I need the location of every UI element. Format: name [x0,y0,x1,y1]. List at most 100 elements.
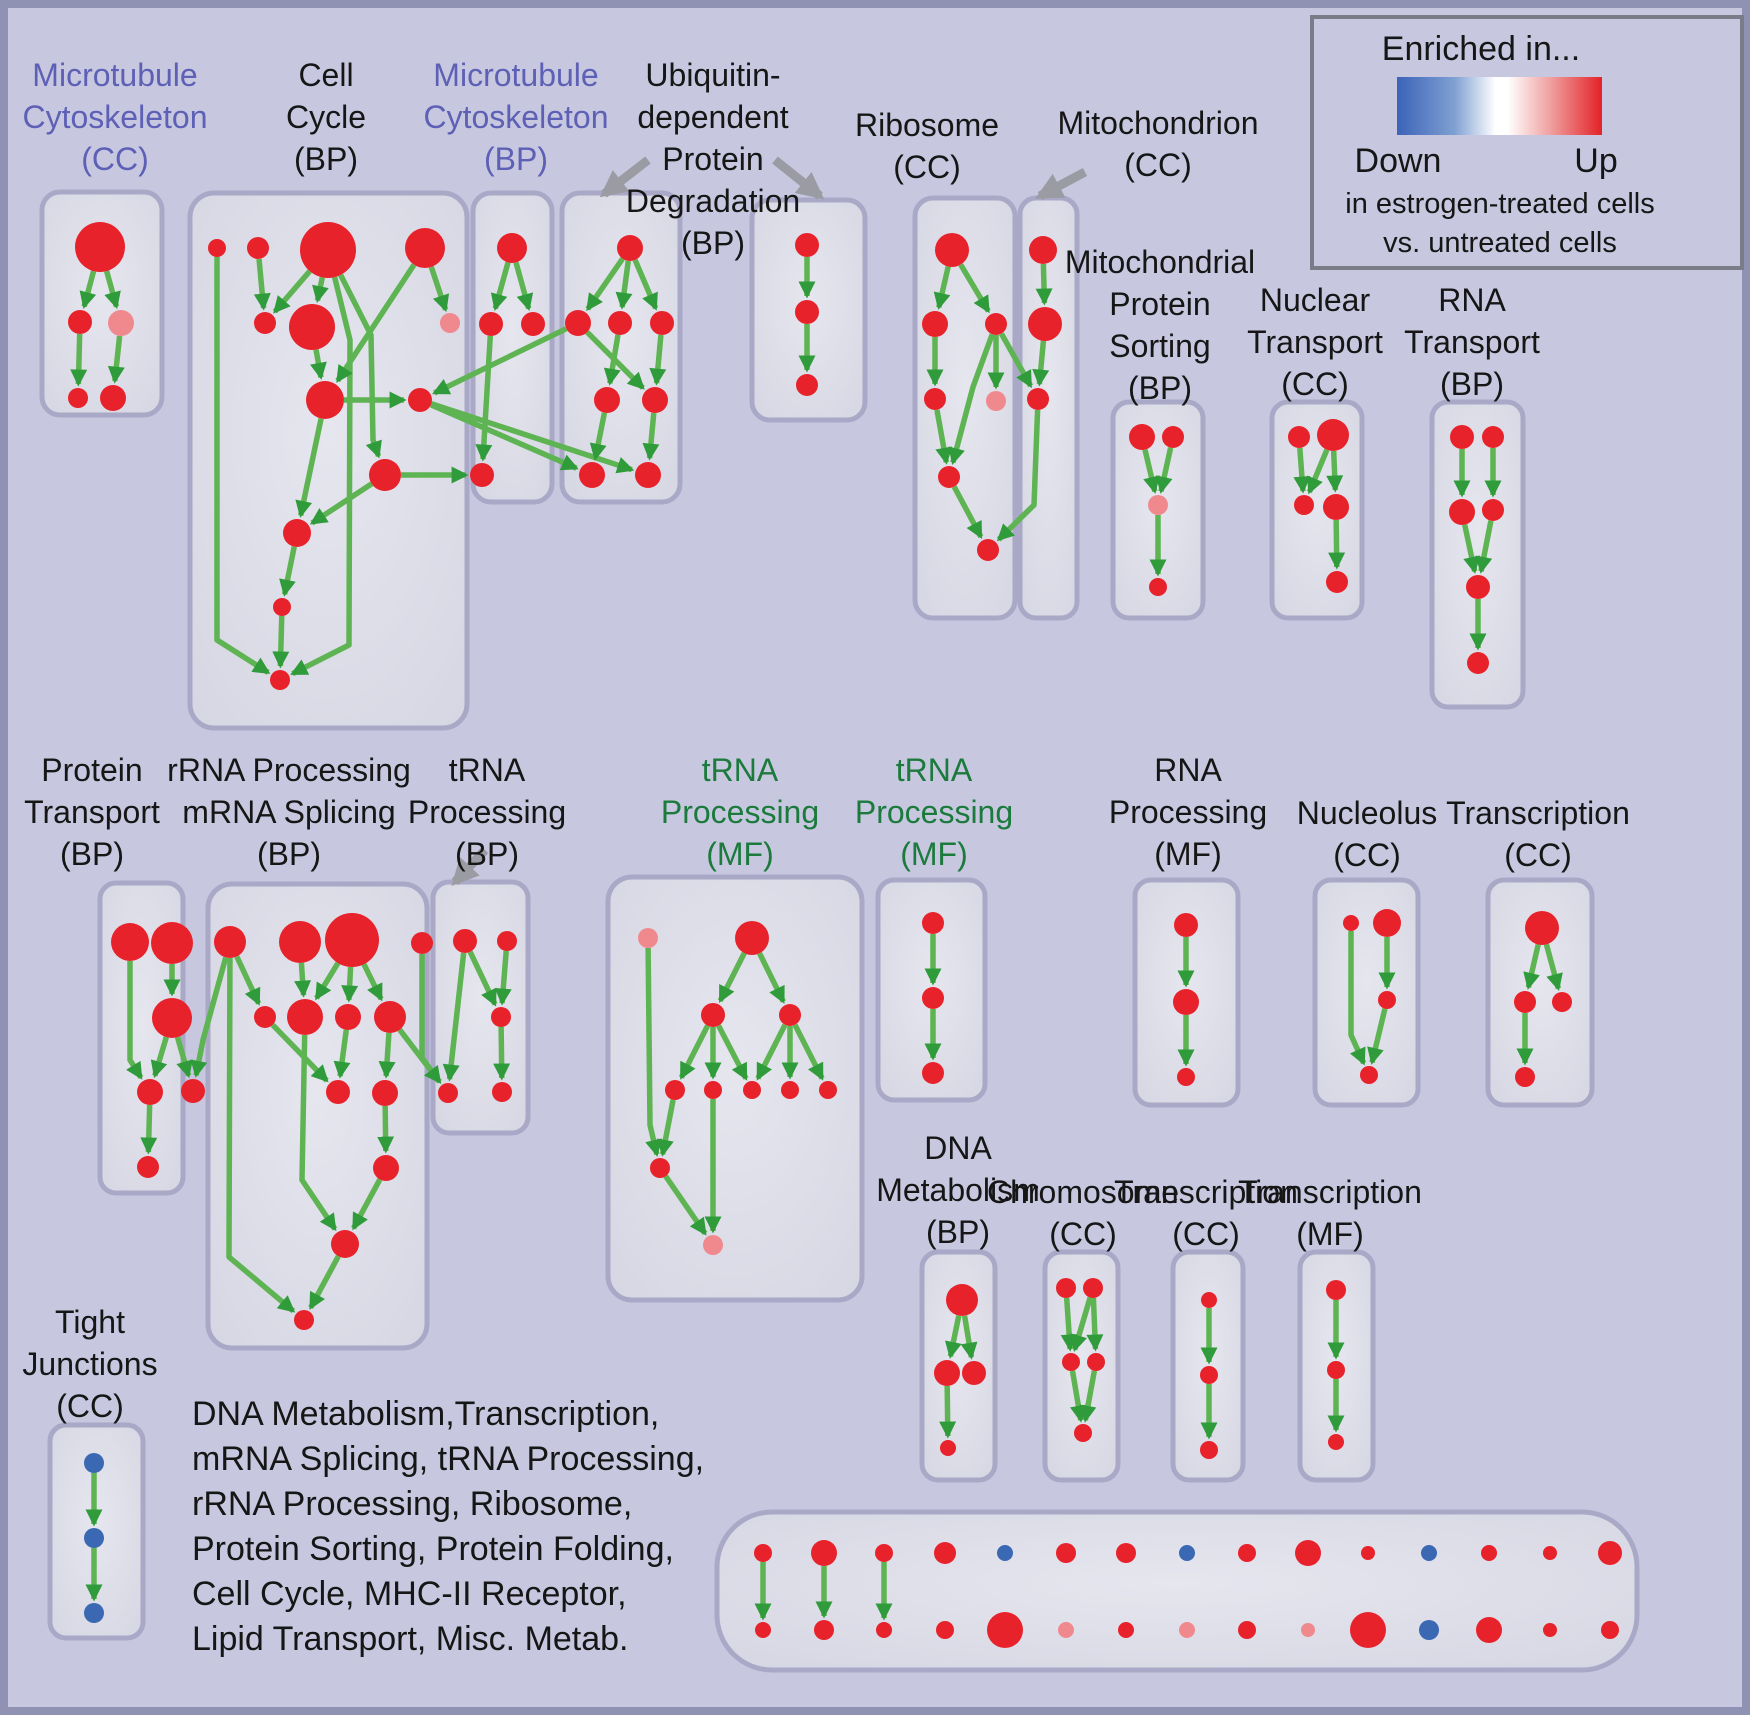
go-term-node-pt4 [137,1079,163,1105]
go-term-node-cc8 [369,459,401,491]
edge-rr3-rs3 [341,966,359,1003]
go-term-node-rx2 [372,1080,398,1106]
edge-ch2-ch3 [1070,1296,1093,1352]
group-box-misc-cluster [714,1509,1640,1673]
go-term-node-dm2 [934,1360,960,1386]
edge-dm2-dm4 [939,1385,957,1439]
go-term-node-mc10b [1301,1623,1315,1637]
go-term-node-tm1 [735,921,769,955]
edge-tm1-tm2 [717,951,747,1004]
edge-nl1-nl4 [1348,931,1367,1066]
go-term-node-rb1 [331,1230,359,1258]
go-term-node-mp4 [1149,578,1167,596]
go-term-node-tm4 [665,1080,685,1100]
go-term-node-pt5 [181,1079,205,1103]
edge-tb1-tb3 [467,950,498,1007]
group-label-16: Nucleolus (CC) [1297,795,1438,873]
legend-subtitle-line1: in estrogen-treated cells [1345,188,1655,220]
go-term-node-ch1 [1056,1278,1076,1298]
go-term-node-mc1b [755,1622,771,1638]
go-term-node-tc1 [1525,911,1559,945]
go-term-node-m4 [68,388,88,408]
go-term-node-rr4 [411,932,433,954]
group-label-6: Mitochondrion (CC) [1058,105,1259,183]
edge-rr1-rs1 [234,955,262,1006]
go-term-node-mc4t [934,1542,956,1564]
go-term-node-pt3 [152,998,192,1038]
group-label-1: Microtubule Cytoskeleton (CC) [23,57,208,177]
go-term-node-tp2 [703,1235,723,1255]
go-term-node-rF [938,466,960,488]
edge-tm2-tm4 [678,1024,711,1080]
go-term-node-mc3t [875,1544,893,1562]
go-term-node-mc11b [1350,1612,1386,1648]
go-term-node-m3 [108,310,134,336]
edge-tm9-tp2 [663,1174,708,1236]
merged-categories-text: DNA Metabolism,Transcription, mRNA Splici… [192,1395,704,1658]
go-term-node-rt1 [1450,425,1474,449]
edge-cc3-cc8 [338,273,382,459]
group-label-13: tRNA Processing (MF) [661,752,819,872]
label-pointer-arrow-3 [1035,168,1088,200]
edge-rr2-rs2 [294,962,312,998]
edge-tp1-tm9 [645,947,662,1157]
go-term-node-cc2 [247,237,269,259]
go-term-node-tb3 [491,1007,511,1027]
edge-mp2-mp3 [1155,447,1174,494]
edge-pt1-pt4 [126,961,144,1080]
go-term-node-tb5 [492,1082,512,1102]
go-term-node-mc7b [1118,1622,1134,1638]
group-label-15: RNA Processing (MF) [1109,752,1267,872]
go-term-node-mp3 [1148,495,1168,515]
edge-nl3-nl4 [1367,1008,1388,1065]
edge-tm4-tm9 [657,1099,676,1157]
go-term-node-tc2 [1514,991,1536,1013]
go-term-node-cc7 [306,381,344,419]
go-term-node-rt2 [1482,426,1504,448]
annotation-arrows-layer [451,156,1088,886]
edge-rs2-rb1 [299,1034,338,1232]
edge-tb3-tb5 [493,1026,511,1081]
go-term-node-rE [986,391,1006,411]
group-label-2: Cell Cycle (BP) [286,57,366,177]
go-term-node-tj3 [84,1603,104,1623]
edge-ch4-ch5 [1079,1370,1098,1423]
edge-mb2-mb4 [475,335,494,462]
edge-us3-ut2 [649,334,667,386]
go-term-node-mo2 [1028,307,1062,341]
go-term-node-mb4 [470,463,494,487]
go-term-node-tm2 [701,1003,725,1027]
go-term-node-cc11 [270,670,290,690]
legend-down-label: Down [1355,142,1442,180]
go-term-node-tj1 [84,1453,104,1473]
group-label-10: Protein Transport (BP) [24,752,160,872]
group-label-22: Tight Junctions (CC) [22,1304,157,1424]
go-term-node-rp1 [1174,913,1198,937]
go-term-node-mb3 [521,312,545,336]
go-term-node-rr2 [279,921,321,963]
edge-ub1-us2 [615,260,633,310]
edge-pt3-pt4 [150,1036,169,1079]
go-term-node-nl4 [1360,1066,1378,1084]
go-term-node-rt4 [1482,499,1504,521]
go-term-node-mc4b [936,1621,954,1639]
go-term-node-m5 [100,385,126,411]
go-term-node-rG [977,539,999,561]
go-term-node-m1 [75,222,125,272]
go-term-node-u23 [796,374,818,396]
group-label-8: Nuclear Transport (CC) [1247,282,1383,402]
go-term-node-tb1 [453,929,477,953]
go-term-node-rr3 [325,913,379,967]
go-term-node-us2 [608,311,632,335]
go-term-node-mc8b [1179,1622,1195,1638]
legend-title: Enriched in... [1382,30,1580,68]
go-term-node-t22 [922,987,944,1009]
edge-rF-rG [951,485,984,540]
go-term-node-nt3 [1294,495,1314,515]
edge-cc7-cc9 [295,418,324,518]
edge-cc6-cc7 [310,349,327,380]
go-term-node-pt1 [111,923,149,961]
group-box-rna-transport-bp [1429,399,1526,710]
group-label-9: RNA Transport (BP) [1404,282,1540,402]
group-label-17: Transcription (CC) [1446,795,1630,873]
